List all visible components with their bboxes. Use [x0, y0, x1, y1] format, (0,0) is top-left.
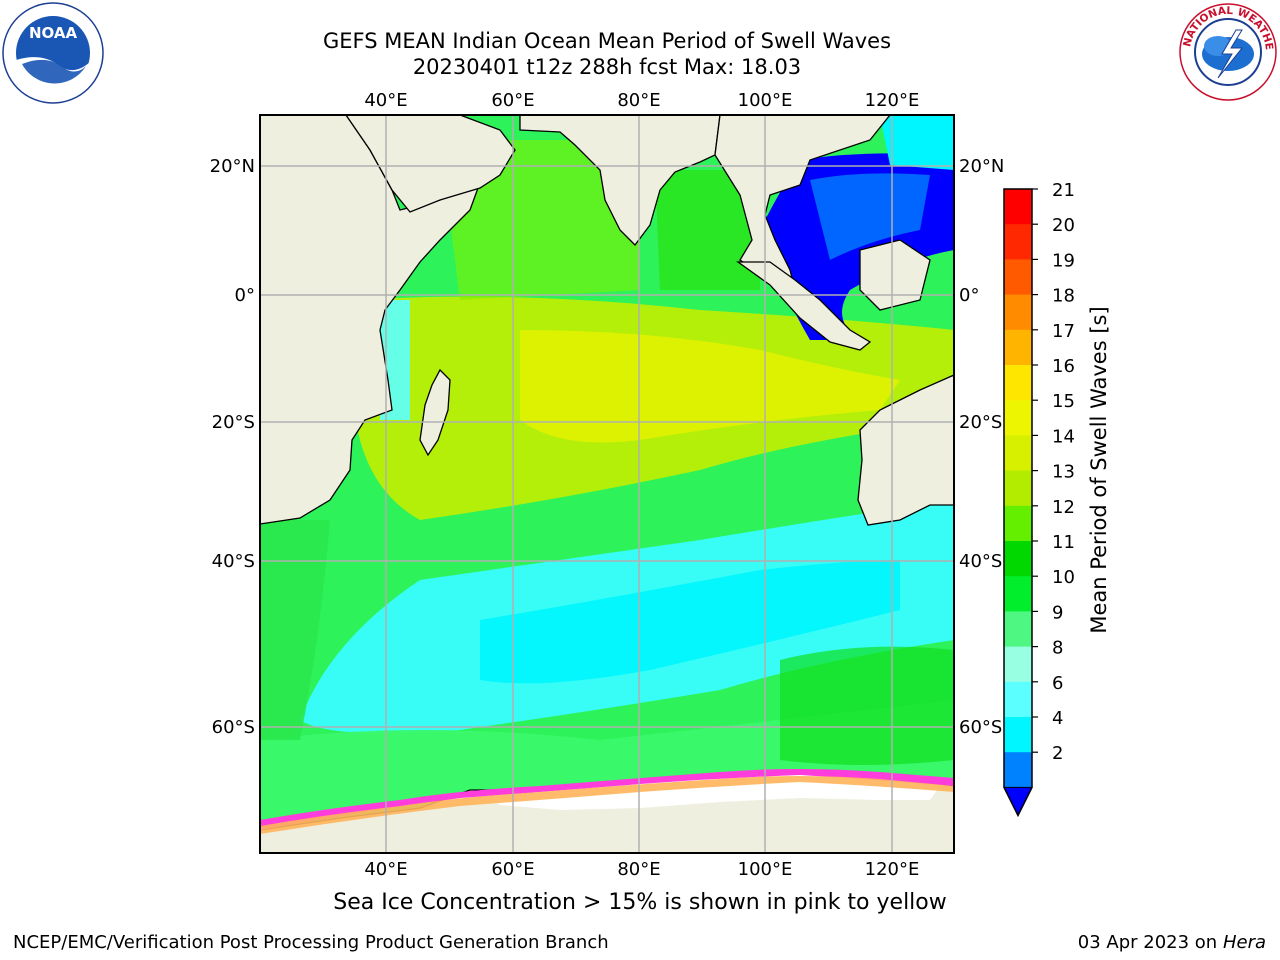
colorbar-segment: [1004, 224, 1032, 260]
colorbar-tick-label: 21: [1052, 180, 1075, 201]
lat-labels-left: 20°N 0° 20°S 40°S 60°S: [210, 156, 255, 738]
chart-title: GEFS MEAN Indian Ocean Mean Period of Sw…: [322, 29, 892, 53]
lon-labels-bottom: 40°E 60°E 80°E 100°E 120°E: [364, 859, 919, 880]
colorbar-tick-label: 12: [1052, 497, 1075, 518]
colorbar-frame: [1003, 188, 1033, 818]
nws-logo-icon: NATIONAL WEATHER SERVICE: [1178, 2, 1277, 101]
colorbar-tick-label: 11: [1052, 532, 1075, 553]
swell-field-peak: [520, 330, 900, 443]
colorbar-tick-label: 6: [1052, 673, 1063, 694]
colorbar-segment: [1004, 329, 1032, 366]
lat-label: 0°: [959, 285, 979, 306]
se-asia-land: [714, 115, 891, 313]
colorbar-tick-label: 10: [1052, 567, 1075, 588]
colorbar-segment: [1004, 259, 1032, 296]
colorbar-segment: [1004, 294, 1032, 331]
lat-label: 40°S: [212, 551, 255, 572]
colorbar-segment: [1004, 541, 1032, 577]
lon-label: 120°E: [865, 859, 920, 880]
sea-ice-fringe: [260, 769, 954, 830]
colorbar-tick-label: 16: [1052, 356, 1075, 377]
colorbar-tick-label: 8: [1052, 638, 1063, 659]
lon-label: 40°E: [364, 859, 407, 880]
arabian-peninsula-land: [345, 115, 516, 213]
colorbar-segment: [1004, 717, 1032, 753]
lat-label: 60°S: [212, 717, 255, 738]
colorbar-label: Mean Period of Swell Waves [s]: [1087, 306, 1111, 633]
colorbar-segment: [1004, 576, 1032, 612]
lat-label: 40°S: [959, 551, 1002, 572]
footer-date-text: 03 Apr 2023 on: [1077, 932, 1223, 953]
australia-land: [857, 374, 954, 526]
colorbar-segment: [1004, 505, 1032, 542]
colorbar-segment: [1004, 752, 1032, 788]
noaa-logo-text: NOAA: [29, 24, 78, 42]
colorbar-tick-label: 13: [1052, 462, 1075, 483]
colorbar-segment: [1004, 400, 1032, 436]
footer-credit: NCEP/EMC/Verification Post Processing Pr…: [13, 932, 609, 953]
lat-label: 20°S: [959, 412, 1002, 433]
colorbar-tick-label: 18: [1052, 286, 1075, 307]
colorbar-tick-label: 19: [1052, 250, 1075, 271]
colorbar-tick-label: 15: [1052, 391, 1075, 412]
lon-label: 80°E: [617, 859, 660, 880]
colorbar-segment: [1004, 681, 1032, 718]
colorbar-tick-label: 4: [1052, 708, 1063, 729]
colorbar-extend-arrow: [1003, 786, 1033, 817]
colorbar-tick-label: 2: [1052, 743, 1063, 764]
lat-labels-right: 20°N 0° 20°S 40°S 60°S: [959, 156, 1004, 738]
noaa-logo-icon: NOAA: [2, 2, 104, 104]
lon-labels-top: 40°E 60°E 80°E 100°E 120°E: [364, 90, 919, 111]
lon-label: 120°E: [865, 90, 920, 111]
colorbar-tick-label: 14: [1052, 426, 1075, 447]
lon-label: 60°E: [491, 90, 534, 111]
colorbar-segment: [1004, 470, 1032, 507]
footer-machine: Hera: [1222, 932, 1266, 953]
colorbar-tick-label: 20: [1052, 215, 1075, 236]
lon-label: 60°E: [491, 859, 534, 880]
borneo-land: [859, 239, 931, 311]
colorbar-segment: [1004, 646, 1032, 683]
colorbar: 21 20 19 18 17 16 15 14 13 12 11 10 9 8 6 4 2: [1003, 180, 1075, 818]
lat-label: 20°S: [212, 412, 255, 433]
colorbar-tick-label: 9: [1052, 602, 1063, 623]
lon-label: 100°E: [738, 90, 793, 111]
map-plot-area: [260, 115, 954, 853]
map-frame: [259, 114, 955, 854]
colorbar-segment: [1004, 365, 1032, 401]
lat-label: 20°N: [959, 156, 1004, 177]
sea-ice-caption: Sea Ice Concentration > 15% is shown in …: [333, 890, 947, 915]
madagascar-land: [419, 368, 451, 457]
lat-label: 60°S: [959, 717, 1002, 738]
lon-label: 100°E: [738, 859, 793, 880]
lat-label: 0°: [235, 285, 255, 306]
chart-subtitle: 20230401 t12z 288h fcst Max: 18.03: [412, 55, 802, 79]
lon-label: 80°E: [617, 90, 660, 111]
sumatra-land: [735, 261, 872, 351]
map-gridlines: [260, 115, 954, 853]
colorbar-tick-label: 17: [1052, 321, 1075, 342]
colorbar-segment: [1004, 611, 1032, 648]
footer-date: 03 Apr 2023 on Hera: [1078, 932, 1266, 953]
lat-label: 20°N: [210, 156, 255, 177]
india-land: [519, 115, 721, 246]
lon-label: 40°E: [364, 90, 407, 111]
colorbar-segment: [1004, 435, 1032, 472]
colorbar-segment: [1004, 189, 1032, 225]
